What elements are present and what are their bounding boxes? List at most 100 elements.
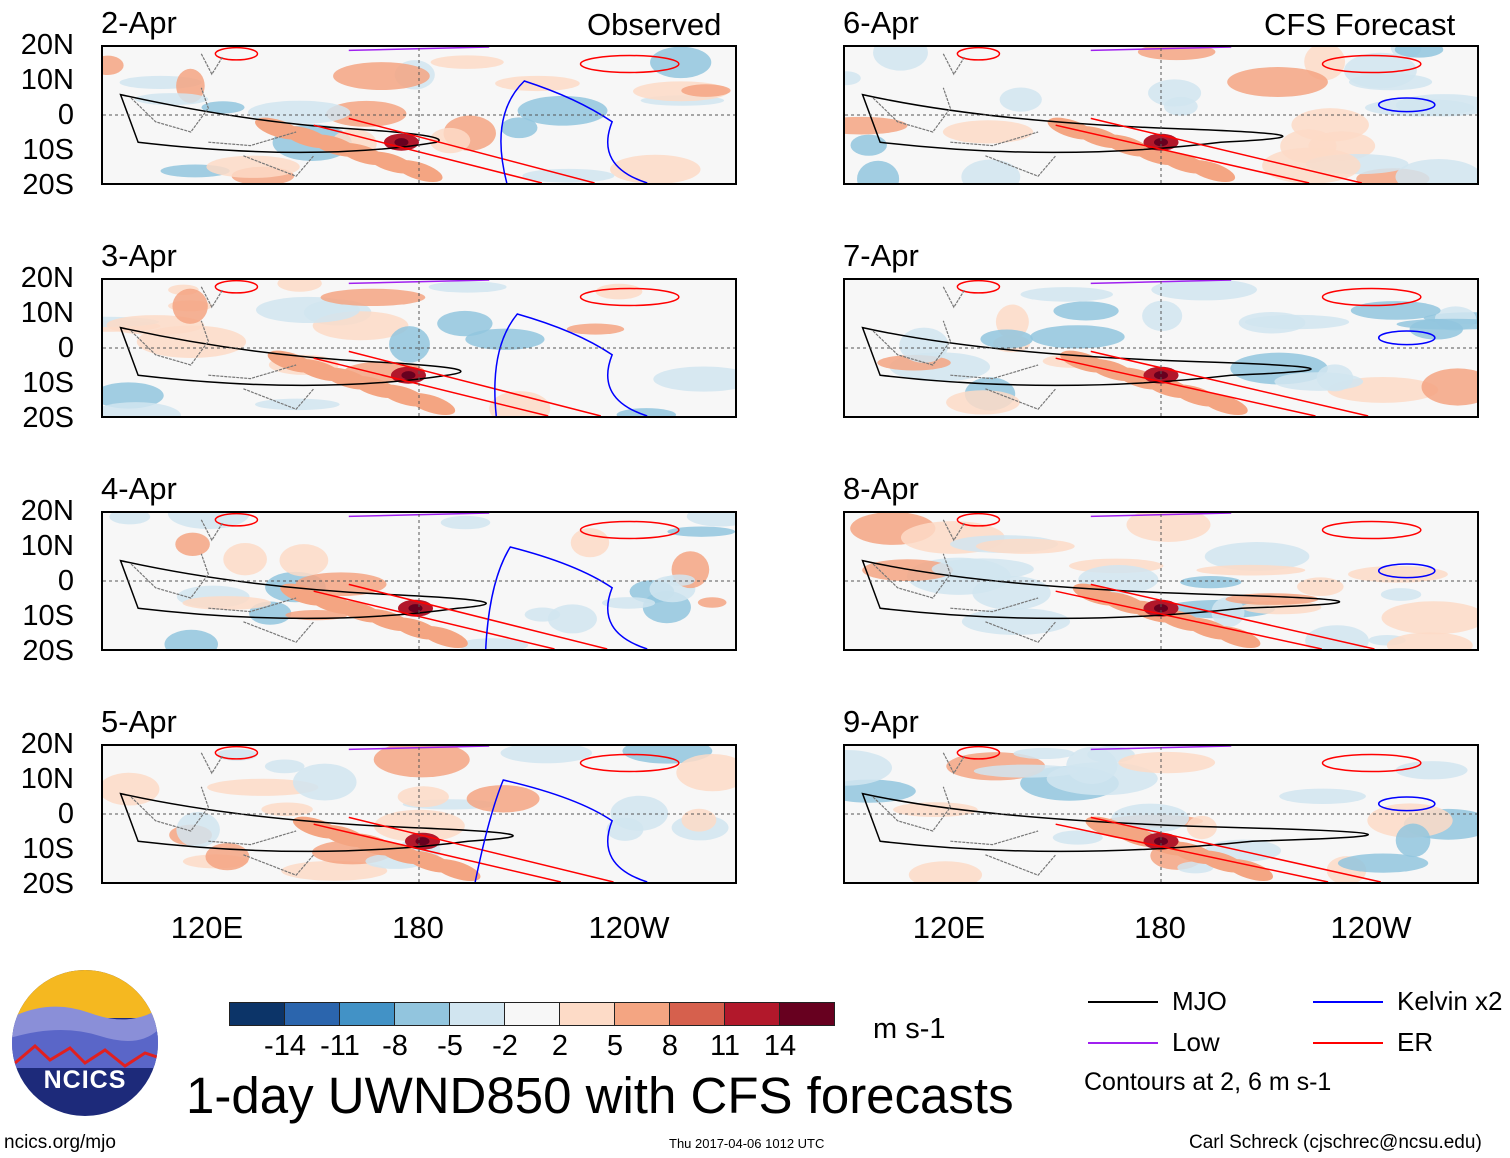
map-panel-4-Apr (101, 511, 737, 651)
anomaly-shading (610, 795, 669, 831)
anomaly-shading (373, 746, 470, 778)
colorbar-swatch (284, 1002, 340, 1026)
colorbar-swatch (229, 1002, 285, 1026)
anomaly-shading (205, 843, 250, 871)
anomaly-shading (946, 390, 1020, 415)
anomaly-max (1153, 837, 1169, 846)
legend-label: Low (1172, 1027, 1220, 1057)
map-panel-6-Apr (843, 45, 1479, 185)
lat-tick-label: 20N (20, 262, 74, 294)
anomaly-shading (164, 629, 219, 649)
anomaly-max (1153, 604, 1169, 613)
anomaly-shading (1238, 311, 1306, 334)
anomaly-shading (1142, 300, 1183, 332)
er-contour (1056, 817, 1381, 882)
anomaly-shading (845, 71, 861, 86)
anomaly-max (1153, 371, 1169, 380)
anomaly-shading (420, 626, 468, 649)
lat-tick-label: 0 (57, 99, 74, 131)
site-link[interactable]: ncics.org/mjo (4, 1132, 116, 1153)
lat-tick-label: 10N (20, 64, 74, 96)
anomaly-shading (1305, 625, 1369, 649)
gridline (103, 746, 735, 882)
anomaly-shading (676, 753, 735, 792)
gridline (845, 513, 1477, 649)
anomaly-shading (1344, 52, 1417, 89)
coastline (131, 520, 314, 642)
anomaly-shading (1262, 147, 1361, 183)
anomaly-shading (893, 802, 978, 818)
anomaly-shading (1118, 751, 1216, 774)
anomaly-shading (1421, 368, 1477, 406)
lat-tick-label: 10S (22, 833, 74, 865)
map-panel-2-Apr (101, 45, 737, 185)
observed-header: Observed (587, 7, 722, 42)
colorbar-tick-label: -8 (382, 1030, 408, 1062)
colorbar-swatch (779, 1002, 835, 1026)
lat-tick-label: 10S (22, 600, 74, 632)
er-contour (1323, 522, 1421, 539)
anomaly-shading (1225, 859, 1274, 882)
chart-title: 1-day UWND850 with CFS forecasts (186, 1067, 1014, 1124)
coastline (873, 287, 1056, 409)
anomaly-shading (430, 55, 504, 69)
anomaly-shading (254, 398, 340, 411)
lat-tick-label: 20N (20, 728, 74, 760)
anomaly-shading (1013, 747, 1075, 760)
mjo-contour (121, 95, 440, 153)
colorbar-tick-label: 14 (763, 1030, 797, 1062)
er-contour (215, 281, 257, 293)
anomaly-shading (1211, 597, 1245, 628)
anomaly-shading (326, 100, 407, 127)
er-contour (1323, 56, 1421, 73)
kelvin-contour (495, 314, 647, 416)
anomaly-shading (103, 382, 164, 409)
kelvin-contour (1379, 797, 1435, 811)
er-contour (314, 351, 601, 416)
kelvin-contour (1379, 331, 1435, 345)
anomaly-shading (495, 75, 580, 92)
colorbar-swatch (614, 1002, 670, 1026)
lat-tick-label: 20S (22, 169, 74, 201)
anomaly-shading (1394, 47, 1444, 58)
anomaly-shading (457, 638, 529, 649)
kelvin-contour (475, 780, 647, 882)
lat-tick-label: 10N (20, 763, 74, 795)
lon-tick-label: 120E (912, 910, 986, 945)
colorbar-tick-label: 2 (551, 1030, 569, 1062)
anomaly-shading (207, 778, 319, 796)
mjo-contour (863, 561, 1340, 619)
anomaly-shading (1337, 853, 1429, 873)
colorbar-swatch (724, 1002, 780, 1026)
lon-tick-label: 120W (588, 910, 670, 945)
er-contour (1056, 584, 1375, 649)
er-contour (215, 48, 257, 60)
anomaly-shading (500, 117, 538, 139)
colorbar-swatch (339, 1002, 395, 1026)
er-contour (1056, 351, 1368, 416)
contour-note: Contours at 2, 6 m s-1 (1084, 1068, 1332, 1096)
er-contour (1323, 289, 1421, 306)
anomaly-shading (961, 159, 1021, 183)
anomaly-shading (466, 785, 540, 813)
anomaly-shading (1204, 542, 1310, 571)
gridline (103, 513, 735, 649)
anomaly-shading (264, 759, 305, 774)
er-contour (314, 817, 614, 882)
panel-date: 2-Apr (101, 5, 177, 40)
anomaly-shading (942, 120, 1034, 144)
gridline (845, 280, 1477, 416)
anomaly-shading (320, 288, 426, 306)
anomaly-shading (1137, 47, 1216, 61)
anomaly-shading (489, 391, 551, 416)
anomaly-shading (595, 283, 643, 300)
anomaly-shading (440, 515, 491, 530)
anomaly-shading (175, 532, 210, 556)
map-panel-5-Apr (101, 744, 737, 884)
anomaly-shading (610, 154, 701, 183)
panel-date: 3-Apr (101, 238, 177, 273)
anomaly-shading (908, 861, 983, 882)
colorbar-swatch (449, 1002, 505, 1026)
anomaly-shading (1227, 67, 1328, 97)
anomaly-shading (1395, 159, 1477, 183)
